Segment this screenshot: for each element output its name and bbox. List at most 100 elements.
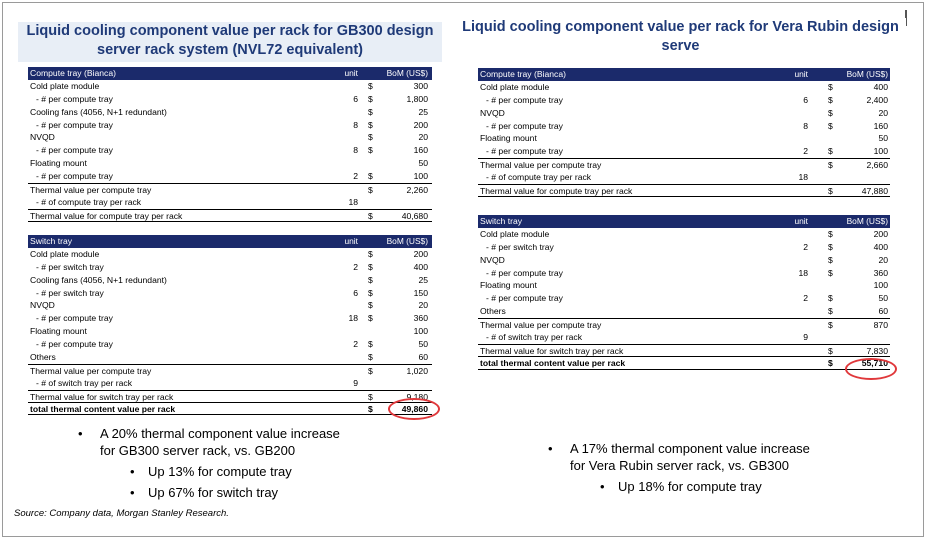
row-currency: $ — [828, 254, 833, 265]
row-value: 150 — [413, 287, 428, 298]
left-bullet-sub-1: • Up 13% for compute tray — [130, 464, 292, 479]
row-unit: 6 — [353, 287, 358, 298]
row-label: Floating mount — [30, 326, 87, 337]
row-unit: 2 — [803, 146, 808, 157]
header-bom: BoM (US$) — [846, 216, 888, 226]
row-unit: 2 — [803, 241, 808, 252]
row-value: 2,660 — [866, 160, 888, 171]
row-value: 360 — [413, 313, 428, 324]
row-value: 360 — [873, 267, 888, 278]
row-currency: $ — [828, 306, 833, 317]
table-row: - # per compute tray 8 $160 — [478, 120, 890, 133]
table-row: Cold plate module $400 — [478, 81, 890, 94]
row-currency: $ — [368, 248, 373, 259]
row-label: - # per compute tray — [486, 94, 563, 105]
row-label: Floating mount — [480, 133, 537, 144]
row-currency: $ — [368, 171, 373, 182]
row-label: Thermal value per compute tray — [480, 320, 602, 331]
row-label: total thermal content value per rack — [30, 403, 176, 414]
row-value: 100 — [413, 326, 428, 337]
right-switch-header-row: Switch tray unit BoM (US$) — [478, 215, 890, 228]
row-value: 50 — [878, 293, 888, 304]
left-bullet-sub-1-text: Up 13% for compute tray — [148, 464, 292, 479]
right-bullet-main-text: A 17% thermal component value increase f… — [570, 441, 810, 473]
row-unit: 6 — [353, 93, 358, 104]
row-label: - # of switch tray per rack — [486, 332, 582, 343]
left-switch-header-row: Switch tray unit BoM (US$) — [28, 235, 432, 248]
row-value: 20 — [878, 254, 888, 265]
table-row: - # of switch tray per rack 9 — [478, 331, 890, 344]
row-currency: $ — [828, 107, 833, 118]
row-value: 400 — [873, 241, 888, 252]
row-unit: 18 — [348, 313, 358, 324]
row-currency: $ — [368, 403, 373, 414]
row-label: - # per compute tray — [36, 313, 113, 324]
source-note: Source: Company data, Morgan Stanley Res… — [14, 508, 229, 519]
row-unit: 2 — [353, 261, 358, 272]
table-row: Floating mount 100 — [478, 279, 890, 292]
row-value: 1,020 — [406, 365, 428, 376]
left-bullets: • A 20% thermal component value increase … — [78, 425, 408, 501]
row-value: 9,180 — [406, 391, 428, 402]
table-row: NVQD $20 — [28, 131, 432, 144]
row-currency: $ — [368, 274, 373, 285]
right-compute-header-row: Compute tray (Bianca) unit BoM (US$) — [478, 68, 890, 81]
table-row: Cold plate module $200 — [478, 228, 890, 241]
row-unit: 18 — [798, 267, 808, 278]
row-currency: $ — [368, 287, 373, 298]
left-bullet-sub-2-text: Up 67% for switch tray — [148, 485, 279, 500]
row-unit: 8 — [803, 120, 808, 131]
row-currency: $ — [828, 241, 833, 252]
row-currency: $ — [368, 145, 373, 156]
header-unit: unit — [344, 236, 358, 246]
row-currency: $ — [828, 357, 833, 368]
table-row: - # per compute tray 18 $360 — [478, 267, 890, 280]
row-currency: $ — [368, 210, 373, 221]
row-value: 47,880 — [861, 186, 888, 197]
row-label: - # of switch tray per rack — [36, 377, 132, 388]
row-value: 60 — [418, 352, 428, 363]
left-compute-tray-table: Compute tray (Bianca) unit BoM (US$) Cold p… — [28, 67, 432, 222]
table-row: - # per compute tray 6 $2,400 — [478, 94, 890, 107]
row-currency: $ — [368, 93, 373, 104]
row-label: Floating mount — [480, 280, 537, 291]
row-currency: $ — [368, 106, 373, 117]
row-label: Thermal value for compute tray per rack — [30, 210, 183, 221]
right-bullets: • A 17% thermal component value increase … — [548, 440, 888, 495]
row-label: Others — [480, 306, 506, 317]
row-unit: 9 — [803, 332, 808, 343]
row-currency: $ — [368, 391, 373, 402]
left-bullet-main: • A 20% thermal component value increase … — [78, 426, 340, 458]
table-row: - # of compute tray per rack 18 — [28, 196, 432, 209]
row-label: Others — [30, 352, 56, 363]
scroll-marker — [905, 10, 907, 26]
row-value: 2,260 — [406, 185, 428, 196]
header-bom: BoM (US$) — [386, 236, 428, 246]
table-row: Cooling fans (4056, N+1 redundant) $25 — [28, 106, 432, 119]
table-row: Floating mount 50 — [478, 132, 890, 145]
row-label: Thermal value per compute tray — [30, 365, 152, 376]
row-value: 50 — [418, 339, 428, 350]
row-label: Cold plate module — [30, 80, 100, 91]
right-switch-tray-table: Switch tray unit BoM (US$) Cold plate modul… — [478, 215, 890, 370]
row-currency: $ — [828, 228, 833, 239]
row-label: - # of compute tray per rack — [36, 196, 142, 207]
header-label: Switch tray — [30, 236, 73, 246]
row-label: Thermal value for switch tray per rack — [30, 391, 174, 402]
row-value: 25 — [418, 106, 428, 117]
row-currency: $ — [828, 81, 833, 92]
row-value: 20 — [418, 300, 428, 311]
row-value: 100 — [873, 146, 888, 157]
table-row: - # per compute tray 2 $100 — [28, 170, 432, 183]
row-label: - # per compute tray — [36, 119, 113, 130]
row-label: - # per compute tray — [36, 171, 113, 182]
row-value: 100 — [873, 280, 888, 291]
row-value: 40,680 — [401, 210, 428, 221]
row-label: NVQD — [480, 254, 505, 265]
row-currency: $ — [828, 120, 833, 131]
header-bom: BoM (US$) — [386, 68, 428, 78]
row-currency: $ — [828, 320, 833, 331]
right-bullet-sub-1-text: Up 18% for compute tray — [618, 479, 762, 494]
row-label: Thermal value per compute tray — [480, 160, 602, 171]
table-row: - # per compute tray 6 $1,800 — [28, 93, 432, 106]
